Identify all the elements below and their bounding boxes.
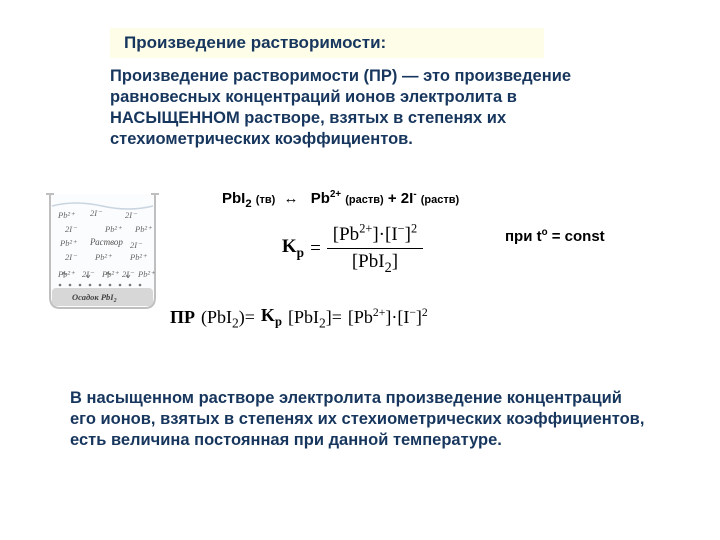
sp-f2: PbI <box>294 307 319 327</box>
eq-rhs2-coef: 2 <box>401 190 409 207</box>
sp-i-sup: − <box>409 306 416 319</box>
sp-f1-sub: 2 <box>232 315 239 330</box>
eq-lhs-formula: PbI <box>222 190 245 207</box>
ion-label: 2I⁻ <box>65 252 78 262</box>
kp-num-pb-sup: 2+ <box>359 222 372 236</box>
kp-num-i-sup: − <box>398 222 405 236</box>
ion-label: Pb²⁺ <box>57 269 76 279</box>
sp-f1: PbI <box>207 307 232 327</box>
conclusion-paragraph: В насыщенном растворе электролита произв… <box>70 388 650 451</box>
kp-K: K <box>282 236 297 257</box>
eq-rhs2-sup: - <box>413 189 416 200</box>
eq-rhs2-state: (раств) <box>421 194 459 206</box>
ion-label: Pb²⁺ <box>101 269 120 279</box>
eq-lhs-state: (тв) <box>256 194 275 206</box>
condition-label: при to = const <box>505 228 605 245</box>
sp-pb: Pb <box>354 307 373 327</box>
ion-label: Pb²⁺ <box>104 224 123 234</box>
sp-close3: ]· <box>385 307 397 327</box>
eq-rhs1-sup: 2+ <box>330 189 341 200</box>
sp-close1: )= <box>239 307 255 327</box>
section-title-text: Произведение растворимости: <box>124 33 386 53</box>
ion-label: Pb²⁺ <box>59 238 78 248</box>
eq-rhs1-formula: Pb <box>311 190 330 207</box>
sp-outer-sup: 2 <box>422 306 428 319</box>
sp-pb-sup: 2+ <box>373 306 385 319</box>
sp-close2: ]= <box>326 307 342 327</box>
ion-label: 2I⁻ <box>65 224 78 234</box>
sp-pr: ПР <box>170 307 195 328</box>
eq-lhs-sub: 2 <box>245 198 251 210</box>
sp-K: K <box>261 305 275 325</box>
sp-psub: p <box>275 315 282 329</box>
ion-label: 2I⁻ <box>90 208 103 218</box>
kp-num-outer-sup: 2 <box>411 222 417 236</box>
ion-label: 2I⁻ <box>125 210 138 220</box>
ion-label: Pb²⁺ <box>137 269 156 279</box>
eq-plus: + <box>388 190 401 207</box>
beaker-illustration: Pb²⁺ 2I⁻ 2I⁻ 2I⁻ Pb²⁺ Pb²⁺ Pb²⁺ Раствор … <box>30 182 175 332</box>
kp-num-pb: Pb <box>339 224 359 245</box>
equilibrium-equation: PbI2 (тв) ↔ Pb2+ (раств) + 2I- (раств) <box>222 190 459 207</box>
kp-psub: p <box>297 245 304 260</box>
sediment-sub: 2 <box>113 298 117 304</box>
kp-eq: = <box>310 238 321 260</box>
cond-prefix: при t <box>505 228 542 245</box>
ion-label: Pb²⁺ <box>57 210 76 220</box>
cond-suffix: = const <box>548 228 605 245</box>
kp-num-close1: ]· <box>372 224 385 245</box>
conclusion-text: В насыщенном растворе электролита произв… <box>70 389 644 449</box>
sp-f2-sub: 2 <box>319 315 326 330</box>
eq-arrow: ↔ <box>283 190 298 207</box>
kp-den-close: ] <box>392 251 398 272</box>
solution-label: Раствор <box>89 237 123 247</box>
ion-label: Pb²⁺ <box>129 252 148 262</box>
kp-den-sub: 2 <box>385 260 392 276</box>
section-title: Произведение растворимости: <box>110 28 544 58</box>
sediment-label: Осадок PbI <box>72 292 114 302</box>
ion-label: Pb²⁺ <box>94 252 113 262</box>
definition-paragraph: Произведение растворимости (ПР) — это пр… <box>110 66 630 150</box>
eq-rhs1-state: (раств) <box>345 194 383 206</box>
definition-text: Произведение растворимости (ПР) — это пр… <box>110 67 571 148</box>
ion-label: 2I⁻ <box>130 240 143 250</box>
ion-label: Pb²⁺ <box>134 224 153 234</box>
kp-formula: Kp = [Pb2+]·[I−]2 [PbI2] <box>210 220 495 273</box>
kp-den-f: PbI <box>358 251 384 272</box>
sp-formula: ПР (PbI2)= Kp [PbI2]= [Pb2+]·[I−]2 <box>170 305 650 330</box>
